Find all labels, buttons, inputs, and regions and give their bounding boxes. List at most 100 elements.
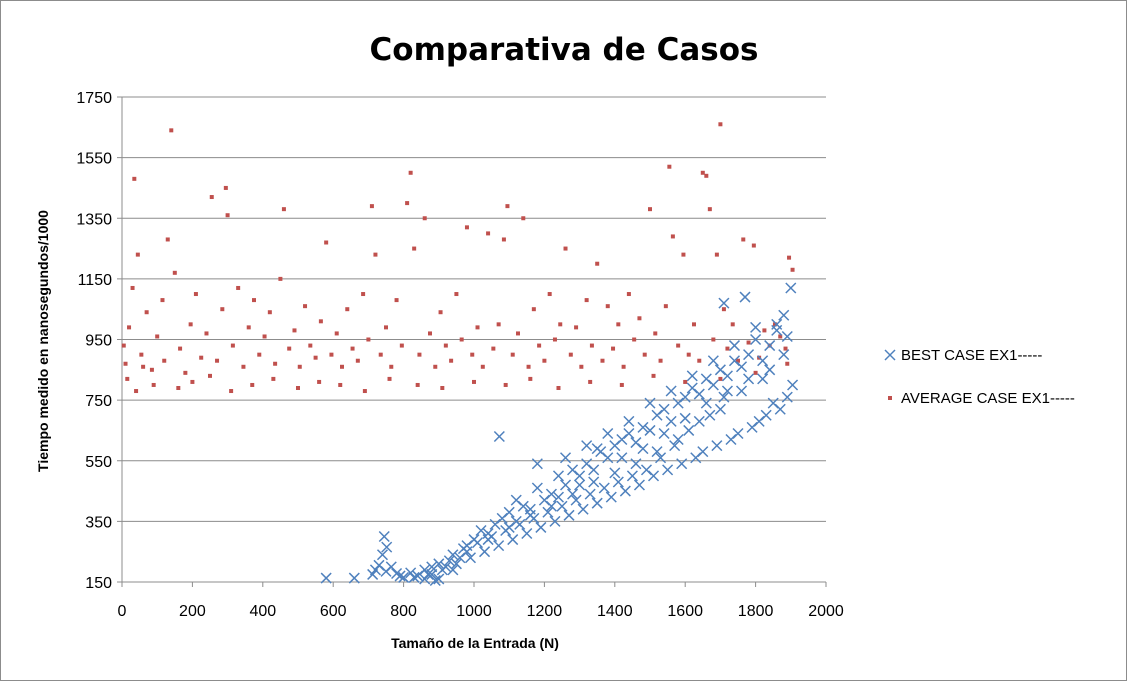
- average-case-point: [215, 358, 220, 363]
- average-case-point: [132, 176, 137, 181]
- average-case-point: [229, 389, 234, 394]
- y-tick-label: 550: [85, 454, 112, 471]
- best-case-point: [447, 549, 459, 561]
- average-case-point: [528, 376, 533, 381]
- average-case-point: [621, 364, 626, 369]
- best-case-point: [563, 509, 575, 521]
- y-axis-label: Tiempo medido en nanosegundos/1000: [35, 210, 51, 472]
- average-case-point: [378, 352, 383, 357]
- average-case-point: [472, 379, 476, 384]
- average-case-point: [711, 337, 716, 342]
- best-case-point: [486, 531, 498, 543]
- average-case-point: [616, 322, 621, 327]
- x-tick-labels: 0 200 400 600 800 1000 1200 1400 1600 1800 2000: [118, 603, 844, 620]
- best-case-point: [503, 506, 515, 518]
- average-case-point: [149, 367, 154, 372]
- best-case-point: [559, 479, 572, 491]
- best-case-point: [764, 364, 776, 376]
- average-case-point: [501, 237, 506, 242]
- average-case-point: [338, 382, 343, 387]
- best-case-point: [398, 571, 410, 583]
- average-case-point: [151, 382, 156, 387]
- average-case-point: [141, 364, 146, 369]
- average-case-point: [486, 231, 491, 236]
- best-case-point: [475, 524, 487, 536]
- average-case-point: [415, 382, 420, 387]
- best-case-point: [623, 427, 635, 439]
- average-case-point: [480, 364, 485, 369]
- best-case-point: [567, 488, 579, 500]
- average-case-point: [783, 346, 788, 351]
- best-case-point: [493, 430, 505, 443]
- best-case-point: [507, 534, 519, 546]
- average-case-point: [412, 246, 417, 251]
- best-case-point: [665, 385, 677, 397]
- average-case-point: [443, 343, 448, 348]
- best-case-point: [644, 424, 656, 436]
- best-case-point: [721, 370, 733, 382]
- average-case-point: [637, 316, 642, 321]
- best-case-point: [605, 491, 617, 503]
- best-case-point: [612, 476, 624, 488]
- average-case-point: [700, 170, 705, 175]
- best-case-point: [609, 467, 621, 479]
- best-case-point: [623, 415, 635, 427]
- average-case-point: [707, 207, 712, 212]
- x-tick-label: 1400: [597, 603, 633, 620]
- average-case-point: [193, 292, 198, 297]
- best-case-point: [602, 427, 614, 439]
- average-case-point: [278, 276, 283, 281]
- average-case-point: [165, 237, 170, 242]
- series-best-case: [320, 282, 799, 587]
- legend-item-best-case: BEST CASE EX1-----: [884, 347, 1042, 364]
- average-case-point: [741, 237, 746, 242]
- best-case-point: [514, 518, 526, 530]
- x-tick-label: 1800: [738, 603, 774, 620]
- best-case-point: [549, 515, 561, 527]
- best-case-point: [433, 558, 445, 570]
- best-case-point: [658, 403, 670, 415]
- average-case-point: [619, 382, 624, 387]
- average-case-point: [704, 173, 709, 178]
- average-case-point: [225, 213, 230, 218]
- best-case-point: [616, 452, 628, 464]
- average-case-point: [127, 325, 132, 330]
- average-case-point: [526, 364, 531, 369]
- average-case-point: [588, 379, 593, 384]
- average-case-point: [361, 292, 366, 297]
- average-case-point: [257, 352, 262, 357]
- average-case-point: [459, 337, 464, 342]
- average-case-point: [697, 358, 702, 363]
- grid-lines: [122, 96, 826, 522]
- average-case-point: [762, 328, 767, 333]
- average-case-point: [188, 322, 193, 327]
- average-case-point: [135, 252, 140, 257]
- average-case-point: [454, 292, 459, 297]
- best-case-point: [380, 565, 392, 577]
- x-tick-label: 2000: [808, 603, 844, 620]
- y-tick-label: 750: [85, 393, 112, 410]
- average-case-point: [308, 343, 313, 348]
- average-case-point: [531, 307, 536, 312]
- average-case-point: [408, 170, 413, 175]
- axes: [117, 96, 827, 587]
- average-case-point: [208, 373, 212, 378]
- average-case-point: [605, 304, 610, 309]
- average-case-point: [683, 379, 688, 384]
- best-case-point: [598, 482, 610, 494]
- best-case-point: [787, 379, 799, 391]
- best-case-point: [581, 440, 593, 452]
- best-case-point: [651, 446, 663, 458]
- x-tick-label: 1600: [667, 603, 703, 620]
- average-case-point: [134, 389, 139, 394]
- best-case-point: [602, 452, 614, 464]
- average-case-point: [399, 343, 404, 348]
- average-case-point: [340, 364, 344, 369]
- legend-marker-best-case: [884, 349, 896, 361]
- average-case-point: [287, 346, 292, 351]
- average-case-point: [521, 216, 526, 221]
- best-case-point: [559, 452, 572, 464]
- y-tick-labels: 150 350 550 750 950 1150 1350 1550 1750: [76, 90, 112, 592]
- x-tick-label: 800: [390, 603, 417, 620]
- best-case-point: [700, 397, 712, 409]
